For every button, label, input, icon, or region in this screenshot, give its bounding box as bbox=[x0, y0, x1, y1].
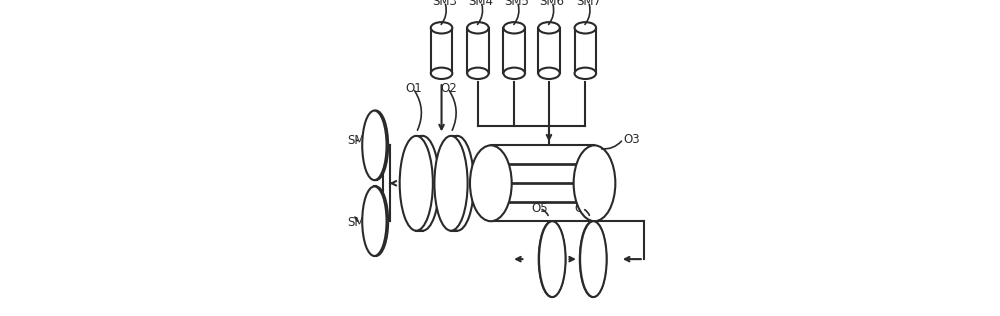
Ellipse shape bbox=[539, 221, 566, 297]
Ellipse shape bbox=[441, 136, 474, 231]
Ellipse shape bbox=[503, 68, 525, 79]
Ellipse shape bbox=[503, 22, 525, 33]
Bar bbox=[467, 28, 489, 73]
Text: SM1: SM1 bbox=[348, 134, 373, 147]
Text: SM3: SM3 bbox=[432, 0, 457, 8]
Ellipse shape bbox=[362, 111, 387, 180]
Ellipse shape bbox=[580, 221, 606, 297]
Bar bbox=[503, 28, 525, 73]
Bar bbox=[575, 28, 596, 73]
Ellipse shape bbox=[362, 186, 387, 256]
Ellipse shape bbox=[470, 145, 512, 221]
Text: SM5: SM5 bbox=[505, 0, 530, 8]
Bar bbox=[374, 111, 376, 180]
Ellipse shape bbox=[431, 68, 452, 79]
Ellipse shape bbox=[538, 68, 560, 79]
Text: SM4: SM4 bbox=[468, 0, 493, 8]
Text: O4: O4 bbox=[574, 202, 591, 215]
Ellipse shape bbox=[574, 145, 615, 221]
Text: SM7: SM7 bbox=[576, 0, 601, 8]
Ellipse shape bbox=[539, 221, 565, 297]
Ellipse shape bbox=[406, 136, 439, 231]
Ellipse shape bbox=[580, 221, 607, 297]
Text: O3: O3 bbox=[623, 132, 640, 146]
Bar bbox=[374, 186, 376, 256]
Bar bbox=[538, 28, 560, 73]
Ellipse shape bbox=[364, 186, 388, 256]
Text: O5: O5 bbox=[532, 202, 548, 215]
Ellipse shape bbox=[467, 22, 489, 33]
Ellipse shape bbox=[364, 111, 388, 180]
Bar bbox=[431, 28, 452, 73]
Ellipse shape bbox=[431, 22, 452, 33]
Ellipse shape bbox=[575, 22, 596, 33]
Text: O2: O2 bbox=[440, 82, 457, 95]
Bar bbox=[416, 136, 423, 231]
Text: O1: O1 bbox=[405, 82, 422, 95]
Text: SM6: SM6 bbox=[539, 0, 564, 8]
Ellipse shape bbox=[434, 136, 468, 231]
Ellipse shape bbox=[467, 68, 489, 79]
Ellipse shape bbox=[400, 136, 433, 231]
Text: SM2: SM2 bbox=[348, 216, 373, 229]
Bar bbox=[451, 136, 457, 231]
Ellipse shape bbox=[575, 68, 596, 79]
Bar bbox=[491, 145, 594, 221]
Ellipse shape bbox=[538, 22, 560, 33]
